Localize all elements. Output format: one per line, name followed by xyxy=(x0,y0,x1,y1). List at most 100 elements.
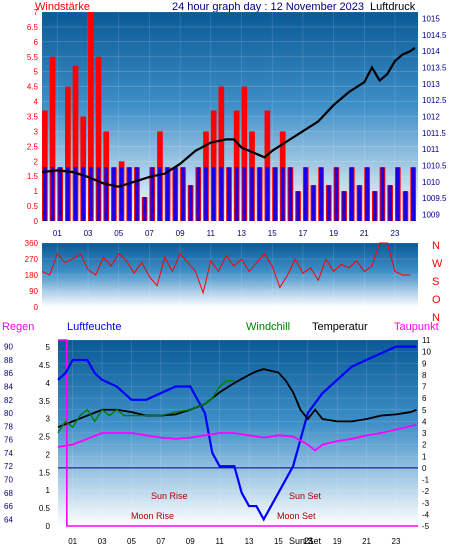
wind-low-bar xyxy=(150,167,155,221)
chart-title-date: 24 hour graph day : 12 November 2023 xyxy=(172,1,364,13)
wind-low-bar xyxy=(349,167,354,221)
legend-luftfeuchte: Luftfeuchte xyxy=(67,321,121,333)
wind-tick-label: 7 xyxy=(34,8,39,17)
wind-low-bar xyxy=(257,167,262,221)
wind-low-bar xyxy=(311,185,316,221)
x-axis-sun-set-label: Sun Set xyxy=(289,536,322,546)
wind-x-tick-label: 17 xyxy=(298,229,307,238)
wind-low-bar xyxy=(165,167,170,221)
temperature-tick-label: 8 xyxy=(422,371,427,380)
pressure-tick-label: 1009.5 xyxy=(422,194,447,203)
temperature-tick-label: -2 xyxy=(422,487,430,496)
wind-low-bar xyxy=(135,167,139,221)
wind-low-bar xyxy=(395,167,400,221)
direction-tick-label: 270 xyxy=(25,255,39,264)
wind-low-bar xyxy=(372,191,377,221)
pressure-tick-label: 1014.5 xyxy=(422,31,447,40)
wind-low-bar xyxy=(104,167,109,221)
wind-low-bar xyxy=(188,185,193,221)
humidity-tick-label: 74 xyxy=(4,449,13,458)
wind-tick-label: 4 xyxy=(34,98,39,107)
temperature-x-tick-label: 09 xyxy=(186,537,195,546)
wind-low-bar xyxy=(196,167,201,221)
rain-tick-label: 3 xyxy=(46,415,51,424)
compass-label: N xyxy=(432,312,440,324)
humidity-line xyxy=(57,345,417,522)
rain-tick-label: 4.5 xyxy=(39,361,51,370)
temperature-x-tick-label: 13 xyxy=(245,537,254,546)
compass-label: N xyxy=(432,240,440,252)
wind-low-bar xyxy=(380,167,385,221)
wind-tick-label: 0 xyxy=(34,217,39,226)
wind-low-bar xyxy=(242,167,247,221)
compass-label: O xyxy=(432,294,441,306)
wind-low-bar xyxy=(43,167,47,221)
temperature-x-tick-label: 03 xyxy=(98,537,107,546)
rain-tick-label: 2.5 xyxy=(39,433,51,442)
wind-low-bar xyxy=(142,197,147,221)
wind-tick-label: 1 xyxy=(34,187,39,196)
wind-pressure-axes: 0 0.5 1 1.5 2 2.5 3 3.5 4 4.5 5 5.5 6 6.5 7 1009 1009.5 1… xyxy=(27,8,447,238)
wind-low-bar xyxy=(181,167,185,221)
temperature-tick-label: 6 xyxy=(422,394,427,403)
rain-tick-label: 2 xyxy=(46,450,51,459)
wind-speed-bar xyxy=(264,110,271,221)
pressure-tick-label: 1014 xyxy=(422,47,440,56)
compass-label: W xyxy=(432,258,443,270)
legend-regen: Regen xyxy=(2,321,34,333)
wind-tick-label: 2.5 xyxy=(27,142,39,151)
wind-x-tick-label: 07 xyxy=(145,229,154,238)
humidity-tick-label: 86 xyxy=(4,369,13,378)
wind-low-bar xyxy=(326,185,331,221)
temperature-tick-label: 0 xyxy=(422,464,427,473)
wind-x-tick-label: 19 xyxy=(329,229,338,238)
wind-low-bar xyxy=(50,167,55,221)
wind-low-bar xyxy=(173,167,178,221)
pressure-tick-label: 1015 xyxy=(422,15,440,24)
wind-low-bar xyxy=(234,167,239,221)
moon-rise-label: Moon Rise xyxy=(131,511,174,521)
temperature-tick-label: 10 xyxy=(422,348,431,357)
wind-low-bar xyxy=(158,167,162,221)
wind-low-bar xyxy=(265,167,270,221)
humidity-tick-label: 80 xyxy=(4,409,13,418)
wind-low-bar xyxy=(211,167,216,221)
temperature-tick-label: 9 xyxy=(422,359,427,368)
humidity-tick-label: 64 xyxy=(4,515,13,524)
chart-title-windstaerke: Windstärke xyxy=(35,1,90,13)
pressure-tick-label: 1010.5 xyxy=(422,161,447,170)
wind-direction-line xyxy=(41,242,411,295)
rain-tick-label: 0 xyxy=(46,522,51,531)
wind-low-bar xyxy=(403,191,408,221)
wind-low-bar xyxy=(58,167,63,221)
wind-tick-label: 0.5 xyxy=(27,202,39,211)
windchill-line xyxy=(57,379,235,434)
temperature-x-tick-label: 05 xyxy=(127,537,136,546)
wind-x-tick-label: 21 xyxy=(360,229,369,238)
rain-tick-label: 1 xyxy=(46,486,51,495)
pressure-tick-label: 1012.5 xyxy=(422,96,447,105)
temperature-tick-label: -5 xyxy=(422,522,430,531)
wind-low-bar xyxy=(227,167,231,221)
temperature-tick-label: 7 xyxy=(422,383,427,392)
wind-low-bar xyxy=(127,167,132,221)
temperature-line xyxy=(57,368,417,429)
temperature-x-tick-label: 07 xyxy=(156,537,165,546)
rain-tick-label: 4 xyxy=(46,379,51,388)
wind-low-bar xyxy=(342,191,346,221)
wind-direction-plot-area xyxy=(42,243,418,307)
temperature-x-tick-label: 15 xyxy=(274,537,283,546)
rain-tick-label: 3.5 xyxy=(39,397,51,406)
wind-x-tick-label: 05 xyxy=(114,229,123,238)
wind-x-tick-label: 11 xyxy=(207,229,216,238)
wind-low-bar xyxy=(73,167,78,221)
legend-taupunkt: Taupunkt xyxy=(394,321,439,333)
temperature-tick-label: -4 xyxy=(422,510,430,519)
humidity-tick-label: 66 xyxy=(4,502,13,511)
temperature-tick-label: 1 xyxy=(422,452,427,461)
wind-low-bar xyxy=(288,167,293,221)
direction-tick-label: 360 xyxy=(25,239,39,248)
wind-tick-label: 6.5 xyxy=(27,23,39,32)
wind-low-bar xyxy=(273,167,277,221)
